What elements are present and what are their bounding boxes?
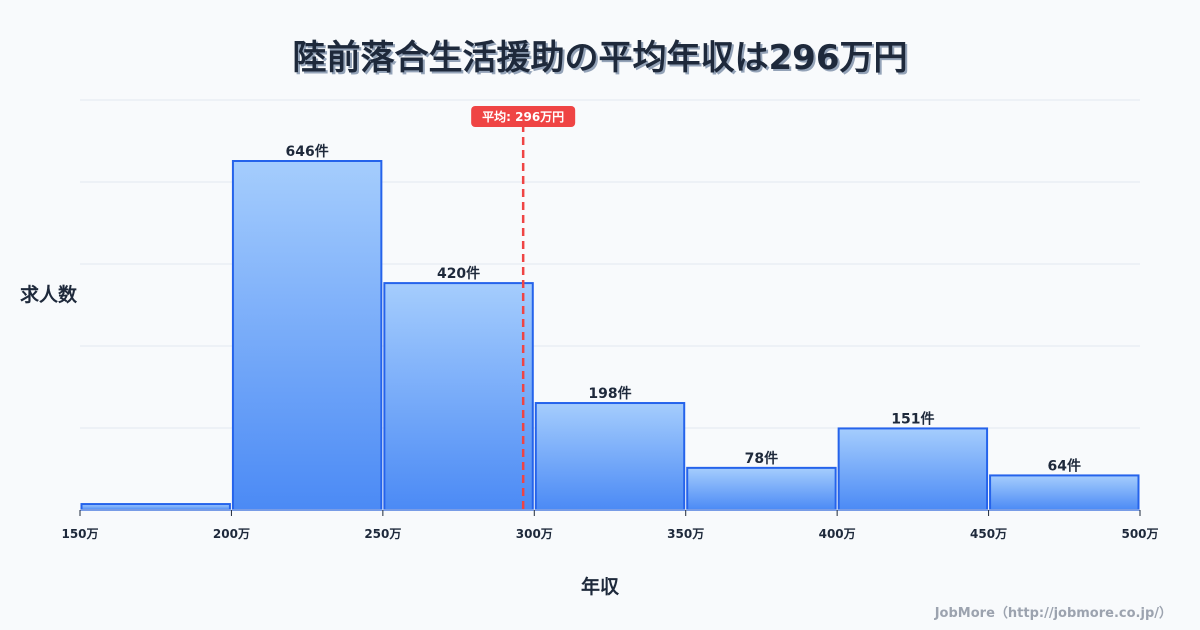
bar-value-label: 151件 — [891, 410, 934, 427]
bars: 646件 420件 198件 78件 151件 64件 — [80, 143, 1140, 512]
x-axis-label: 年収 — [580, 576, 619, 598]
mean-badge-label: 平均: 296万円 — [482, 109, 564, 124]
bar-value-label: 198件 — [588, 385, 631, 402]
bar-value-label: 646件 — [286, 143, 329, 160]
mean-badge — [471, 106, 576, 127]
x-tick-label: 300万 — [516, 527, 553, 541]
mean-marker: 平均: 296万円 — [471, 106, 576, 510]
bar-value-label: 64件 — [1048, 457, 1081, 474]
histogram-bar — [231, 160, 383, 511]
y-axis-label: 求人数 — [20, 284, 78, 306]
histogram-bar — [686, 466, 837, 512]
chart-title: 陸前落合生活援助の平均年収は296万円 — [292, 38, 908, 78]
histogram-bar — [989, 474, 1140, 512]
x-tick-label: 500万 — [1121, 527, 1158, 541]
x-axis: 150万 200万 250万 300万 350万 400万 450万 500万 — [61, 509, 1159, 541]
histogram-bar — [534, 402, 686, 511]
histogram-bar — [80, 503, 231, 512]
x-tick-label: 200万 — [213, 527, 250, 541]
footer-credit: JobMore（http://jobmore.co.jp/） — [934, 606, 1172, 621]
histogram-bar — [837, 427, 989, 512]
bar-value-label: 78件 — [745, 450, 778, 467]
x-tick-label: 450万 — [970, 527, 1007, 541]
x-tick-label: 150万 — [61, 527, 98, 541]
bar-value-label: 420件 — [437, 265, 480, 282]
x-tick-label: 400万 — [819, 527, 856, 541]
histogram-bar — [383, 282, 534, 511]
x-tick-label: 350万 — [667, 527, 704, 541]
x-tick-label: 250万 — [364, 527, 401, 541]
